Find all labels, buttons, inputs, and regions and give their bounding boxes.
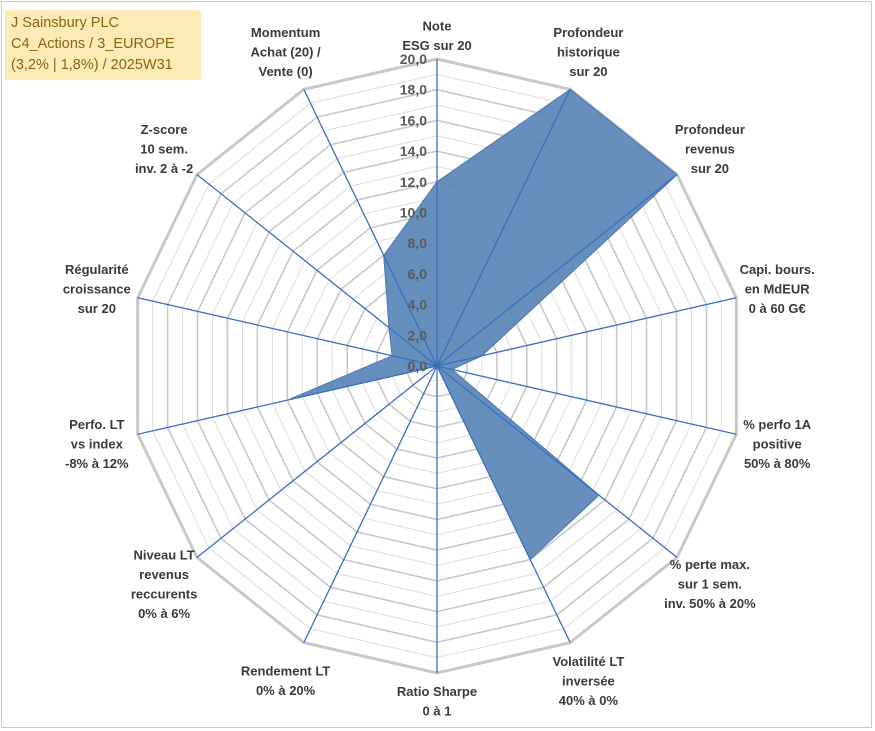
axis-spoke bbox=[436, 365, 737, 435]
axis-label-line: 0 à 1 bbox=[423, 704, 452, 719]
axis-label-line: Volatilité LT bbox=[553, 654, 625, 669]
axis-label-line: Profondeur bbox=[675, 122, 745, 137]
axis-label: Niveau LT revenus reccurents 0% à 6% bbox=[131, 547, 197, 621]
axis-spoke bbox=[436, 174, 678, 367]
axis-label-line: sur 1 sem. bbox=[678, 577, 742, 592]
axis-label-line: 0% à 6% bbox=[138, 606, 190, 621]
axis-label: % perfo 1A positive 50% à 80% bbox=[743, 417, 812, 471]
axis-spoke bbox=[196, 365, 438, 558]
chart-title-box: J Sainsbury PLC C4_Actions / 3_EUROPE (3… bbox=[5, 10, 201, 80]
axis-label: Régularité croissance sur 20 bbox=[63, 262, 131, 316]
axis-label: Perfo. LT vs index -8% à 12% bbox=[65, 417, 129, 471]
axis-label-line: sur 20 bbox=[569, 64, 607, 79]
tick-label: 12,0 bbox=[400, 174, 427, 190]
axis-label-line: Profondeur bbox=[553, 25, 623, 40]
axis-spoke bbox=[436, 297, 737, 367]
radar-axes bbox=[137, 59, 737, 673]
axis-label: Volatilité LT inversée 40% à 0% bbox=[553, 654, 625, 708]
axis-label: Momentum Achat (20) / Vente (0) bbox=[251, 25, 321, 79]
title-rates-week: (3,2% | 1,8%) / 2025W31 bbox=[11, 57, 173, 73]
axis-label: Profondeur historique sur 20 bbox=[553, 25, 623, 79]
tick-label: 16,0 bbox=[400, 112, 427, 128]
axis-label-line: % perte max. bbox=[670, 557, 750, 572]
axis-label-line: revenus bbox=[685, 141, 735, 156]
axis-label-line: inv. 50% à 20% bbox=[664, 596, 756, 611]
axis-label-line: historique bbox=[557, 45, 620, 60]
tick-label: 10,0 bbox=[400, 205, 427, 221]
axis-label-line: inversée bbox=[562, 673, 615, 688]
axis-spoke bbox=[436, 365, 571, 643]
axis-spoke bbox=[303, 365, 438, 643]
axis-label: Rendement LT 0% à 20% bbox=[241, 664, 330, 699]
axis-label-line: Capi. bours. bbox=[740, 262, 815, 277]
axis-label-line: reccurents bbox=[131, 586, 197, 601]
axis-label-line: positive bbox=[753, 437, 802, 452]
axis-label-line: en MdEUR bbox=[745, 281, 811, 296]
axis-label-line: Achat (20) / bbox=[251, 45, 321, 60]
axis-label-line: Ratio Sharpe bbox=[397, 684, 477, 699]
axis-label-line: 50% à 80% bbox=[744, 456, 811, 471]
tick-label: 20,0 bbox=[400, 51, 427, 67]
axis-spoke bbox=[436, 365, 678, 558]
title-company: J Sainsbury PLC bbox=[11, 15, 119, 31]
axis-label: Z-score 10 sem. inv. 2 à -2 bbox=[135, 122, 193, 176]
title-category: C4_Actions / 3_EUROPE bbox=[11, 36, 175, 52]
axis-spoke bbox=[137, 297, 438, 367]
axis-label-line: 0 à 60 G€ bbox=[749, 301, 806, 316]
axis-label-line: sur 20 bbox=[78, 301, 116, 316]
axis-label: % perte max. sur 1 sem. inv. 50% à 20% bbox=[664, 557, 756, 611]
axis-label-line: 40% à 0% bbox=[559, 693, 619, 708]
axis-label-line: Z-score bbox=[141, 122, 188, 137]
axis-label-line: sur 20 bbox=[691, 161, 729, 176]
axis-label: Capi. bours. en MdEUR 0 à 60 G€ bbox=[740, 262, 815, 316]
axis-label-line: % perfo 1A bbox=[743, 417, 812, 432]
axis-label-line: -8% à 12% bbox=[65, 456, 129, 471]
axis-label-line: Niveau LT bbox=[134, 547, 195, 562]
radar-axis-labels: Note ESG sur 20 Profondeur historique sur 20… bbox=[63, 19, 815, 719]
axis-label-line: Régularité bbox=[65, 262, 129, 277]
tick-label: 18,0 bbox=[400, 82, 427, 98]
axis-spoke bbox=[436, 89, 571, 367]
axis-label: Ratio Sharpe 0 à 1 bbox=[397, 684, 477, 719]
axis-label-line: Momentum bbox=[251, 25, 320, 40]
axis-label-line: inv. 2 à -2 bbox=[135, 161, 193, 176]
tick-label: 6,0 bbox=[408, 266, 428, 282]
axis-label-line: Vente (0) bbox=[259, 64, 313, 79]
axis-spoke bbox=[137, 365, 438, 435]
tick-label: 8,0 bbox=[408, 235, 428, 251]
axis-spoke bbox=[196, 174, 438, 367]
axis-label-line: Note bbox=[423, 19, 452, 34]
radar-tick-labels: 0,0 2,0 4,0 6,0 8,0 10,0 12,0 14,0 16,0 18,0 20,0 bbox=[400, 51, 427, 374]
axis-label-line: Perfo. LT bbox=[69, 417, 124, 432]
axis-label-line: Rendement LT bbox=[241, 664, 330, 679]
tick-label: 4,0 bbox=[408, 297, 428, 313]
axis-label-line: ESG sur 20 bbox=[402, 38, 471, 53]
tick-label: 14,0 bbox=[400, 143, 427, 159]
axis-label-line: 0% à 20% bbox=[256, 683, 316, 698]
tick-label: 2,0 bbox=[408, 327, 428, 343]
axis-label-line: revenus bbox=[139, 567, 189, 582]
axis-spoke bbox=[303, 89, 438, 367]
axis-label-line: 10 sem. bbox=[140, 141, 188, 156]
axis-label: Profondeur revenus sur 20 bbox=[675, 122, 745, 176]
axis-label-line: vs index bbox=[71, 437, 124, 452]
axis-label: Note ESG sur 20 bbox=[402, 19, 471, 54]
tick-label: 0,0 bbox=[408, 358, 428, 374]
axis-label-line: croissance bbox=[63, 281, 131, 296]
